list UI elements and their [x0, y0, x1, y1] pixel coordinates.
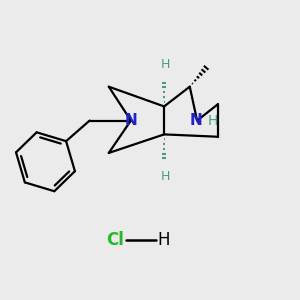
- Text: Cl: Cl: [106, 231, 124, 249]
- Text: H: H: [208, 114, 218, 128]
- Text: N: N: [124, 113, 137, 128]
- Text: H: H: [161, 170, 170, 183]
- Text: N: N: [189, 113, 202, 128]
- Text: H: H: [161, 58, 170, 71]
- Text: H: H: [157, 231, 169, 249]
